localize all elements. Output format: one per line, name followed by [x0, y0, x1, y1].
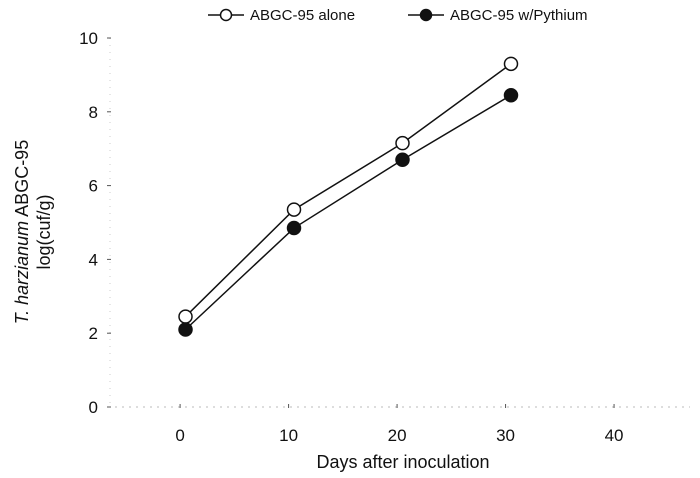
- y-axis-title: T. harzianum ABGC-95: [12, 140, 32, 324]
- filled-circle-point: [178, 322, 193, 337]
- filled-circle-point: [503, 87, 519, 103]
- series-line-1: [184, 63, 512, 318]
- y-tick-label: 4: [89, 250, 98, 269]
- x-axis-title: Days after inoculation: [316, 452, 489, 472]
- open-circle-point: [503, 56, 519, 72]
- x-tick-label: 0: [175, 426, 184, 445]
- series-line-2: [185, 94, 512, 331]
- x-tick-label: 30: [496, 426, 515, 445]
- y-axis-title-species: T. harzianum: [12, 221, 32, 324]
- x-axis-ticks: 0 10 20 30 40: [175, 404, 624, 445]
- x-tick-label: 40: [605, 426, 624, 445]
- legend-filled-circle-marker: [419, 8, 433, 22]
- y-axis-title-units: log(cuf/g): [34, 194, 54, 269]
- legend-open-circle-marker: [219, 8, 233, 22]
- y-tick-label: 2: [89, 324, 98, 343]
- legend-label-1: ABGC-95 alone: [250, 7, 355, 24]
- open-circle-point: [286, 202, 302, 217]
- y-tick-label: 6: [89, 177, 98, 196]
- y-tick-label: 0: [89, 398, 98, 417]
- open-circle-point: [395, 135, 410, 151]
- y-axis-ticks: 0 2 4 6 8 10: [79, 29, 111, 417]
- legend-label-2: ABGC-95 w/Pythium: [450, 7, 588, 24]
- x-tick-label: 10: [279, 426, 298, 445]
- open-circle-point: [178, 309, 193, 324]
- x-tick-label: 20: [388, 426, 407, 445]
- series-layer: [178, 56, 519, 337]
- filled-circle-point: [286, 220, 302, 236]
- axes: [109, 38, 690, 408]
- y-axis-title-strain: ABGC-95: [12, 140, 32, 221]
- legend: ABGC-95 alone ABGC-95 w/Pythium: [208, 7, 588, 24]
- filled-circle-point: [395, 152, 410, 168]
- y-tick-label: 8: [89, 103, 98, 122]
- y-tick-label: 10: [79, 29, 98, 48]
